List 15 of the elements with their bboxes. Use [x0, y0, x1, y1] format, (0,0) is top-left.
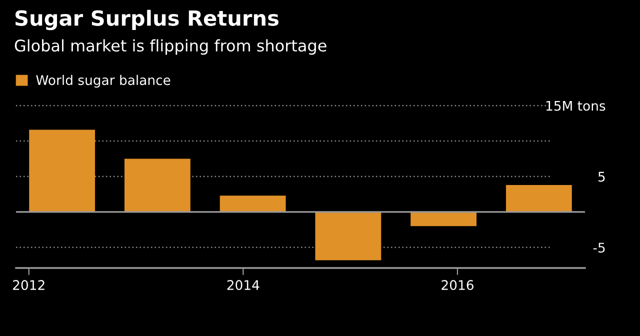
- bar: [315, 212, 382, 260]
- y-tick-label: -5: [593, 242, 605, 253]
- legend-label: World sugar balance: [36, 74, 170, 88]
- bar: [124, 158, 190, 212]
- bar: [220, 196, 286, 212]
- x-tick-label: 2016: [442, 280, 474, 290]
- x-tick-label: 2012: [13, 280, 44, 290]
- bar: [506, 185, 572, 212]
- y-tick-label: 5: [598, 172, 605, 182]
- chart-title: Sugar Surplus Returns: [15, 10, 278, 30]
- bar: [29, 130, 96, 212]
- x-tick-label: 2014: [227, 280, 260, 290]
- y-tick-label: 15M tons: [546, 100, 606, 111]
- chart-subtitle: Global market is flipping from shortage: [14, 39, 326, 55]
- bar: [410, 212, 477, 226]
